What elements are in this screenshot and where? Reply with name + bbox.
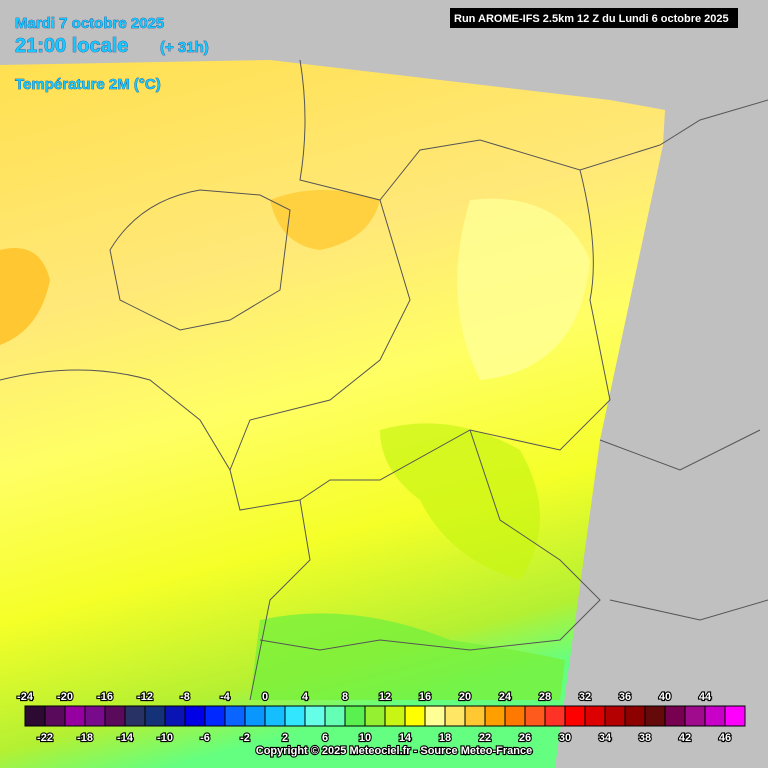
legend-swatch — [364, 705, 386, 727]
legend-swatch — [44, 705, 66, 727]
legend-label: 24 — [499, 691, 512, 703]
legend-swatch — [24, 705, 46, 727]
copyright: Copyright © 2025 Meteociel.fr - Source M… — [256, 745, 532, 757]
legend-label: -10 — [157, 732, 173, 744]
legend-swatch — [184, 705, 206, 727]
legend-label: -14 — [117, 732, 134, 744]
border — [109, 189, 291, 331]
legend-label: 16 — [419, 691, 431, 703]
legend-label: 40 — [659, 691, 671, 703]
border — [0, 369, 311, 701]
legend-swatch — [544, 705, 566, 727]
legend-swatch — [244, 705, 266, 727]
legend-swatch — [104, 705, 126, 727]
legend-label: -8 — [180, 691, 190, 703]
legend-label: 28 — [539, 691, 551, 703]
legend-swatch — [324, 705, 346, 727]
valid-time: 21:00 locale — [15, 35, 128, 57]
legend: -24-22-20-18-16-14-12-10-8-6-4-202468101… — [16, 690, 746, 745]
legend-swatch — [684, 705, 706, 727]
warm-area — [0, 248, 50, 345]
legend-swatch — [444, 705, 466, 727]
legend-label: -2 — [240, 732, 250, 744]
legend-label: 18 — [439, 732, 451, 744]
legend-swatch — [464, 705, 486, 727]
legend-label: 22 — [479, 732, 491, 744]
date: Mardi 7 octobre 2025 — [15, 15, 164, 32]
legend-swatch — [724, 705, 746, 727]
legend-swatch — [84, 705, 106, 727]
legend-swatch — [124, 705, 146, 727]
legend-label: -18 — [77, 732, 93, 744]
legend-label: 42 — [679, 732, 691, 744]
legend-label: 14 — [399, 732, 412, 744]
legend-swatch — [664, 705, 686, 727]
legend-swatch — [144, 705, 166, 727]
border — [299, 59, 661, 201]
legend-label: 38 — [639, 732, 651, 744]
legend-swatch — [164, 705, 186, 727]
legend-label: 46 — [719, 732, 731, 744]
legend-swatch — [204, 705, 226, 727]
legend-swatch — [624, 705, 646, 727]
legend-label: -20 — [57, 691, 73, 703]
legend-label: 26 — [519, 732, 531, 744]
legend-label: -6 — [200, 732, 210, 744]
cool-area — [380, 423, 540, 580]
run-info: Run AROME-IFS 2.5km 12 Z du Lundi 6 octo… — [454, 13, 729, 25]
alps-area — [250, 613, 565, 700]
legend-swatch — [424, 705, 446, 727]
legend-swatch — [304, 705, 326, 727]
legend-label: 10 — [359, 732, 371, 744]
legend-label: -12 — [137, 691, 153, 703]
legend-label: 30 — [559, 732, 571, 744]
legend-label: 12 — [379, 691, 391, 703]
legend-label: -4 — [220, 691, 231, 703]
border — [259, 429, 601, 651]
legend-swatch — [264, 705, 286, 727]
legend-swatch — [524, 705, 546, 727]
legend-swatch — [404, 705, 426, 727]
legend-label: 44 — [699, 691, 712, 703]
legend-label: 20 — [459, 691, 471, 703]
legend-swatch — [704, 705, 726, 727]
lead-time: (+ 31h) — [160, 39, 209, 56]
border — [299, 169, 611, 501]
legend-label: 2 — [282, 732, 288, 744]
run-info-box — [450, 8, 738, 28]
border — [599, 99, 768, 621]
legend-label: 0 — [262, 691, 268, 703]
legend-swatch — [224, 705, 246, 727]
legend-swatch — [384, 705, 406, 727]
legend-label: 32 — [579, 691, 591, 703]
borders — [0, 59, 768, 701]
legend-label: 6 — [322, 732, 328, 744]
legend-label: -16 — [97, 691, 113, 703]
legend-label: 4 — [302, 691, 309, 703]
legend-swatch — [604, 705, 626, 727]
legend-swatch — [644, 705, 666, 727]
field-name: Température 2M (°C) — [15, 76, 161, 93]
cool-area — [457, 198, 590, 380]
legend-swatch — [484, 705, 506, 727]
legend-swatch — [284, 705, 306, 727]
legend-label: 8 — [342, 691, 348, 703]
legend-swatch — [584, 705, 606, 727]
legend-label: 36 — [619, 691, 631, 703]
legend-swatch — [344, 705, 366, 727]
border — [229, 199, 411, 471]
legend-label: -22 — [37, 732, 53, 744]
warm-area — [270, 190, 380, 250]
legend-label: 34 — [599, 732, 612, 744]
legend-label: -24 — [17, 691, 34, 703]
legend-swatch — [64, 705, 86, 727]
legend-swatch — [504, 705, 526, 727]
legend-swatch — [564, 705, 586, 727]
